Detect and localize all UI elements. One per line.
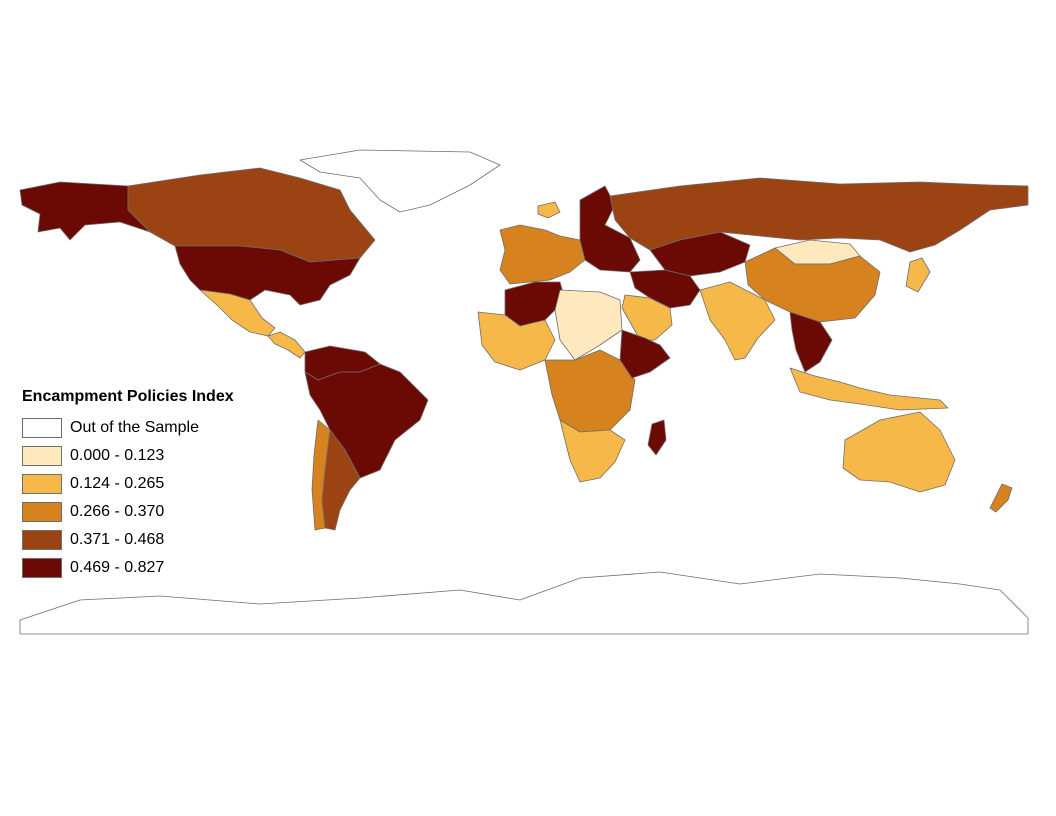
legend-row-out: Out of the Sample — [22, 414, 234, 442]
region-arabia — [621, 294, 673, 341]
legend-row-2: 0.124 - 0.265 — [22, 470, 234, 498]
region-chile — [311, 419, 331, 531]
legend-swatch — [22, 558, 62, 578]
region-japan — [905, 257, 931, 293]
region-north-africa — [504, 281, 566, 327]
legend-label: 0.469 - 0.827 — [70, 559, 165, 576]
region-indonesia — [789, 367, 949, 411]
region-antarctica — [19, 571, 1029, 635]
region-central-africa — [544, 349, 636, 433]
legend-label: 0.266 - 0.370 — [70, 503, 165, 520]
legend-row-5: 0.469 - 0.827 — [22, 554, 234, 582]
region-southern-africa — [559, 419, 626, 483]
legend-label: Out of the Sample — [70, 419, 199, 436]
region-iceland — [537, 201, 561, 219]
legend-title: Encampment Policies Index — [22, 388, 234, 405]
region-united-states — [174, 245, 361, 306]
legend-label: 0.124 - 0.265 — [70, 475, 165, 492]
region-ethiopia — [619, 329, 671, 379]
region-australia — [842, 411, 956, 493]
region-india — [699, 281, 776, 361]
region-west-africa — [477, 311, 556, 371]
legend-swatch — [22, 418, 62, 438]
legend-row-1: 0.000 - 0.123 — [22, 442, 234, 470]
region-southeast-asia — [789, 311, 833, 373]
region-brazil — [304, 363, 429, 479]
region-sahel — [554, 289, 623, 361]
legend-label: 0.000 - 0.123 — [70, 447, 165, 464]
region-madagascar — [647, 419, 667, 456]
map-legend: Encampment Policies Index Out of the Sam… — [22, 388, 234, 582]
legend-label: 0.371 - 0.468 — [70, 531, 165, 548]
legend-row-3: 0.266 - 0.370 — [22, 498, 234, 526]
region-central-america — [267, 331, 306, 359]
legend-swatch — [22, 474, 62, 494]
region-europe — [499, 224, 586, 285]
region-new-zealand — [989, 483, 1013, 513]
region-middle-east — [629, 269, 701, 309]
legend-row-4: 0.371 - 0.468 — [22, 526, 234, 554]
legend-swatch — [22, 502, 62, 522]
region-greenland — [299, 149, 501, 213]
legend-swatch — [22, 530, 62, 550]
legend-swatch — [22, 446, 62, 466]
region-mexico — [199, 289, 276, 337]
